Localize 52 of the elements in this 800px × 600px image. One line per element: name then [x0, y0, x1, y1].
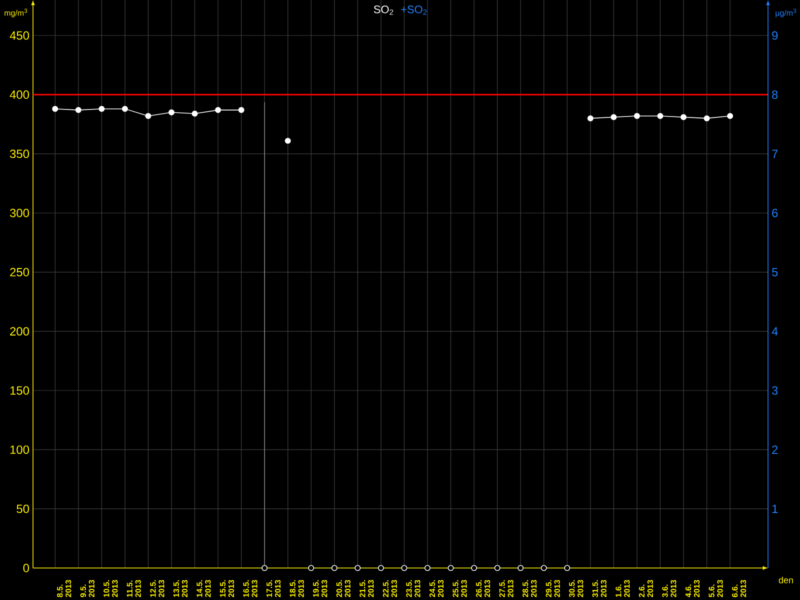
point — [564, 565, 570, 571]
point — [448, 565, 454, 571]
point — [494, 565, 500, 571]
point — [680, 114, 687, 120]
point — [727, 112, 734, 119]
y-tick-label: 450 — [10, 31, 30, 40]
point — [238, 107, 244, 114]
point — [424, 565, 430, 571]
point — [518, 565, 524, 571]
point — [540, 565, 547, 571]
text: SO$_{2}$ — [374, 6, 394, 15]
point — [354, 565, 361, 571]
y-tick-label: 200 — [10, 327, 30, 336]
point — [634, 112, 640, 119]
y-tick-label: 0 — [23, 564, 30, 572]
y-tick-label: 50 — [16, 504, 30, 514]
y-tick-label: 400 — [10, 90, 30, 99]
y2-tick-label: 9 — [772, 31, 778, 40]
point — [401, 565, 408, 571]
point — [471, 565, 478, 571]
y2-tick-label: 2 — [772, 445, 778, 454]
point — [52, 106, 58, 112]
y2-tick-label: 5 — [772, 268, 778, 276]
y-tick-label: 250 — [10, 268, 30, 276]
point — [145, 112, 152, 119]
y2-tick-label: 3 — [772, 386, 778, 395]
point — [262, 565, 268, 571]
point — [75, 107, 82, 114]
point — [657, 112, 664, 119]
y2-tick-label: 6 — [772, 208, 778, 218]
legend-label: +SO$_{2}$ — [401, 6, 427, 15]
point — [308, 565, 314, 571]
point — [168, 109, 174, 116]
point — [704, 115, 710, 122]
point — [331, 565, 338, 571]
point — [122, 106, 128, 112]
y-tick-label: 300 — [10, 208, 30, 218]
y-tick-label: 350 — [10, 150, 30, 158]
y2-tick-label: 4 — [772, 327, 778, 336]
point — [192, 110, 198, 117]
y2-tick-label: 8 — [772, 90, 778, 99]
point — [610, 114, 617, 120]
point — [215, 107, 222, 114]
y2-tick-label: 7 — [772, 150, 778, 158]
y-tick-label: 100 — [10, 445, 30, 454]
point — [587, 115, 594, 122]
x-axis-title: den — [778, 576, 793, 584]
point — [98, 106, 105, 112]
y2-tick-label: 1 — [772, 504, 778, 513]
point — [284, 138, 291, 144]
y-tick-label: 150 — [10, 386, 30, 395]
point — [378, 565, 384, 571]
